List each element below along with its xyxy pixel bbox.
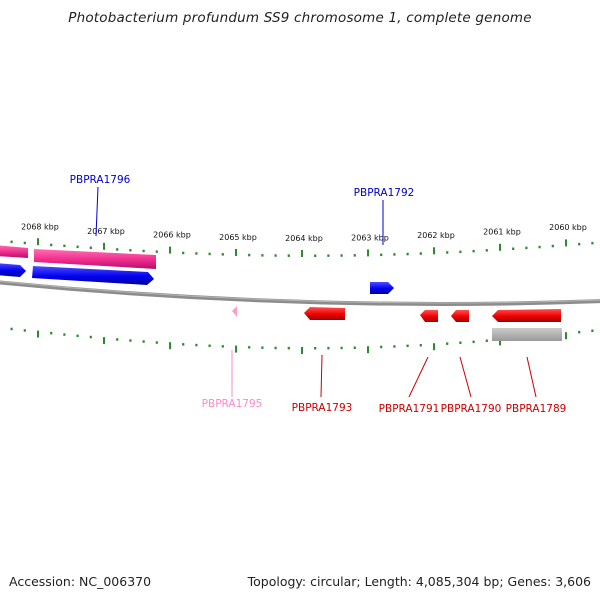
kbp-label: 2062 kbp — [417, 231, 455, 240]
kbp-label: 2060 kbp — [549, 223, 587, 232]
label-pbpra1796[interactable]: PBPRA1796 — [70, 174, 131, 186]
red-gene-pbpra1791[interactable] — [420, 310, 438, 322]
kbp-label: 2065 kbp — [219, 233, 257, 242]
callout-line-pbpra1790 — [459, 356, 472, 398]
callout-line-pbpra1793 — [320, 354, 323, 398]
kbp-label: 2067 kbp — [87, 227, 125, 236]
kbp-scale-labels: 2068 kbp 2067 kbp 2066 kbp 2065 kbp 2064 kbp… — [21, 222, 587, 243]
kbp-label: 2064 kbp — [285, 234, 323, 243]
blue-gene-pbpra1792[interactable] — [370, 282, 394, 294]
pink-pseudogene-pbpra1795[interactable] — [232, 306, 237, 317]
kbp-label: 2068 kbp — [21, 222, 59, 231]
chromosome-backbone-highlight — [0, 280, 600, 304]
red-gene-pbpra1793[interactable] — [304, 307, 345, 320]
upper-tick-ring — [10, 238, 594, 257]
kbp-label: 2066 kbp — [153, 231, 191, 240]
label-pbpra1790[interactable]: PBPRA1790 — [441, 403, 502, 415]
red-gene-pbpra1789[interactable] — [492, 309, 561, 322]
blue-gene-left-arrow[interactable] — [0, 263, 26, 277]
gray-feature[interactable] — [492, 328, 562, 341]
chromosome-backbone — [0, 280, 600, 306]
kbp-label: 2063 kbp — [351, 233, 389, 242]
kbp-label: 2061 kbp — [483, 228, 521, 237]
callout-line-pbpra1796 — [95, 186, 99, 237]
label-pbpra1793[interactable]: PBPRA1793 — [292, 402, 353, 414]
red-gene-pbpra1790[interactable] — [451, 310, 469, 322]
label-pbpra1791[interactable]: PBPRA1791 — [379, 403, 440, 415]
callout-line-pbpra1789 — [526, 356, 537, 398]
genome-summary-text: Topology: circular; Length: 4,085,304 bp… — [247, 574, 591, 589]
accession-text: Accession: NC_006370 — [9, 574, 152, 589]
magenta-feature-pbpra1796-region[interactable] — [34, 249, 156, 269]
label-pbpra1789[interactable]: PBPRA1789 — [506, 403, 567, 415]
map-title: Photobacterium profundum SS9 chromosome … — [68, 10, 532, 26]
label-pbpra1792[interactable]: PBPRA1792 — [354, 187, 415, 199]
label-pbpra1795[interactable]: PBPRA1795 — [202, 398, 263, 410]
magenta-feature-left[interactable] — [0, 245, 28, 258]
callout-line-pbpra1791 — [408, 356, 429, 398]
blue-gene-pbpra1796[interactable] — [32, 266, 154, 285]
